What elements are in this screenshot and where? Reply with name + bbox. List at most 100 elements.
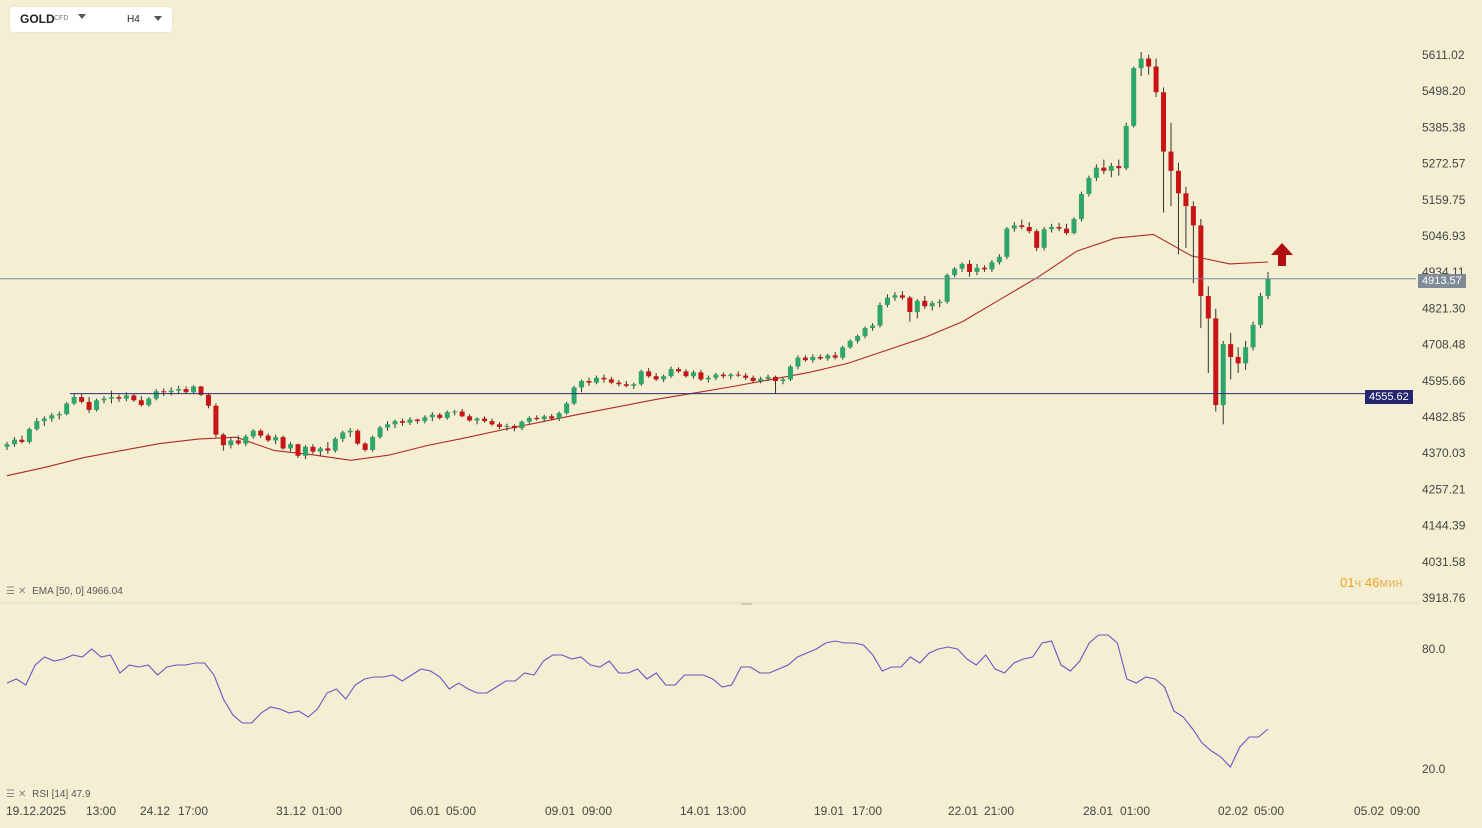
pane-resize-handle[interactable] [741, 603, 752, 605]
indicator-close-icon[interactable]: ✕ [17, 789, 26, 800]
candle-up [191, 386, 197, 393]
candle-up [847, 340, 853, 348]
candle-down [1034, 231, 1040, 248]
symbol-type: CFD [54, 15, 69, 22]
candle-up [1078, 193, 1084, 219]
candle-up [787, 366, 793, 380]
candle-up [288, 444, 294, 449]
candle-up [385, 424, 391, 428]
rsi-line [6, 634, 1269, 768]
candle-up [340, 432, 346, 439]
candle-down [220, 434, 226, 446]
ema-label: EMA [32, 586, 54, 597]
time-axis-label: 24.12 [140, 804, 170, 818]
price-axis-label: 4031.58 [1422, 555, 1466, 569]
candle-down [437, 414, 443, 418]
candle-up [668, 369, 674, 377]
candle-down [676, 369, 682, 372]
indicator-close-icon[interactable]: ✕ [17, 586, 26, 597]
timeframe-selector[interactable]: H4 [127, 14, 140, 25]
candle-down [459, 411, 465, 417]
candle-up [146, 398, 152, 406]
candle-up [71, 397, 77, 404]
candle-up [870, 325, 876, 329]
candle-down [832, 355, 838, 358]
price-axis-label: 5159.75 [1422, 193, 1466, 207]
time-axis-label: 31.12 [276, 804, 306, 818]
candle-up [959, 263, 965, 269]
candle-up [332, 438, 338, 451]
time-axis-label: 05.02 [1354, 804, 1384, 818]
candle-down [86, 401, 92, 410]
time-axis-label: 14.01 [680, 804, 710, 818]
price-axis-label: 4482.85 [1422, 410, 1466, 424]
candle-down [355, 430, 361, 444]
candle-up [422, 417, 428, 422]
candle-up [571, 387, 577, 404]
candle-up [41, 418, 47, 422]
candle-up [49, 415, 55, 419]
candle-down [1116, 166, 1122, 169]
candle-down [511, 425, 517, 429]
time-axis-label: 05:00 [446, 804, 476, 818]
candle-up [631, 384, 637, 386]
candle-down [19, 439, 25, 442]
time-axis-label: 17:00 [178, 804, 208, 818]
candle-up [929, 303, 935, 307]
candle-down [623, 384, 629, 386]
time-axis-label: 17:00 [852, 804, 882, 818]
symbol-selector[interactable]: GOLD CFD H4 [10, 7, 172, 32]
candle-up [519, 421, 525, 429]
ema-params: [50, 0] [56, 586, 84, 597]
time-axis-label: 19.12.2025 [6, 804, 66, 818]
price-axis-label: 4708.48 [1422, 338, 1466, 352]
candle-up [1108, 166, 1114, 171]
indicator-settings-icon[interactable]: ☰ [6, 789, 15, 800]
candle-down [1161, 92, 1167, 152]
price-axis-label: 4257.21 [1422, 482, 1466, 496]
candle-down [922, 300, 928, 307]
time-axis-label: 13:00 [86, 804, 116, 818]
candle-up [1093, 167, 1099, 178]
price-axis-label: 4144.39 [1422, 519, 1466, 533]
rsi-value: 47.9 [71, 789, 91, 800]
hline-price-tag[interactable]: 4555.62 [1365, 390, 1413, 404]
candle-down [79, 397, 85, 402]
symbol-name[interactable]: GOLD [20, 12, 55, 26]
symbol-dropdown-icon[interactable] [78, 14, 86, 19]
indicator-settings-icon[interactable]: ☰ [6, 586, 15, 597]
candle-up [1220, 344, 1226, 406]
candle-down [907, 297, 913, 313]
candle-up [944, 275, 950, 302]
timeframe-dropdown-icon[interactable] [154, 16, 162, 21]
countdown-minutes: 46 [1364, 575, 1380, 590]
candle-up [176, 389, 182, 391]
candle-down [1235, 356, 1241, 364]
candle-up [840, 347, 846, 358]
up-arrow-icon [1271, 243, 1293, 266]
candle-down [750, 377, 756, 382]
candle-down [467, 416, 473, 421]
candle-up [370, 437, 376, 451]
rsi-legend: ☰ ✕ RSI [14] 47.9 [6, 789, 91, 800]
candle-up [661, 376, 667, 380]
candle-down [213, 405, 219, 435]
candle-up [1123, 125, 1129, 169]
candle-down [773, 376, 779, 382]
price-axis-label: 4370.03 [1422, 446, 1466, 460]
time-axis-label: 09.01 [545, 804, 575, 818]
price-axis-label: 4595.66 [1422, 374, 1466, 388]
rsi-axis-label: 20.0 [1422, 762, 1446, 776]
candle-down [138, 400, 144, 406]
candle-up [564, 403, 570, 414]
candle-down [205, 394, 211, 406]
candle-up [705, 377, 711, 380]
candle-up [825, 355, 831, 359]
price-axis-label: 5046.93 [1422, 229, 1466, 243]
time-axis-label: 09:00 [1390, 804, 1420, 818]
time-axis-label: 21:00 [984, 804, 1014, 818]
candle-down [1183, 193, 1189, 207]
candle-up [243, 436, 249, 444]
candle-down [1198, 225, 1204, 296]
